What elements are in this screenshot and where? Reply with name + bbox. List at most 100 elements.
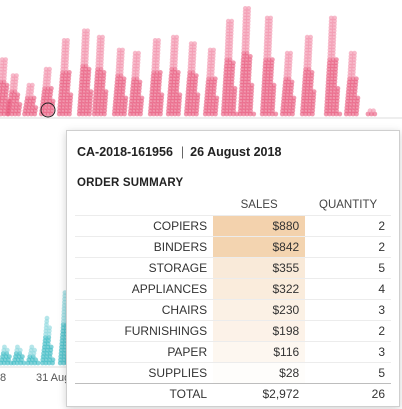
- order-dot: [4, 347, 10, 353]
- order-dot: [232, 86, 238, 91]
- order-dot: [43, 66, 49, 72]
- order-dot: [3, 57, 8, 62]
- order-dot: [192, 41, 198, 46]
- order-dot: [6, 354, 12, 359]
- order-dot: [33, 105, 39, 110]
- sales-cell: $880: [213, 215, 306, 237]
- date-axis-label: 31 Aug: [36, 372, 71, 384]
- order-dot: [175, 70, 181, 75]
- sales-cell: $322: [213, 278, 306, 300]
- order-dot: [0, 57, 5, 62]
- quantity-column-header: QUANTITY: [319, 199, 378, 211]
- upper-dot-series: [0, 5, 378, 117]
- order-dot: [273, 111, 279, 117]
- order-dot: [85, 28, 91, 34]
- order-dot: [159, 92, 165, 98]
- order-dot: [348, 50, 354, 56]
- order-dot: [214, 95, 220, 101]
- order-dot: [304, 34, 310, 40]
- table-row: PAPER $116 3: [75, 341, 391, 363]
- order-dot: [332, 15, 338, 21]
- order-dot: [29, 344, 35, 350]
- order-dot: [86, 66, 92, 72]
- order-dot: [193, 73, 199, 78]
- selected-order-marker[interactable]: [40, 102, 56, 118]
- table-row: COPIERS $880 2: [75, 215, 391, 237]
- order-dot: [88, 89, 94, 94]
- order-dot: [170, 34, 176, 40]
- order-dot: [103, 89, 109, 94]
- order-dot: [352, 50, 357, 56]
- order-dot: [17, 102, 23, 107]
- quantity-cell: 2: [305, 320, 391, 342]
- category-cell: APPLIANCES: [75, 278, 214, 300]
- quantity-cell: 2: [305, 215, 391, 237]
- order-dot: [335, 86, 341, 91]
- order-dot: [26, 82, 32, 88]
- table-row: BINDERS $842 2: [75, 236, 391, 258]
- table-row: APPLIANCES $322 4: [75, 278, 391, 300]
- order-dot: [328, 15, 334, 21]
- quantity-cell: 4: [305, 278, 391, 300]
- order-dot: [177, 92, 183, 98]
- total-sales-cell: $2,972: [213, 383, 306, 404]
- date-axis-label-partial: 8: [0, 372, 7, 384]
- order-dot: [68, 92, 74, 98]
- total-quantity-cell: 26: [305, 383, 391, 404]
- order-dot: [355, 95, 361, 101]
- order-dot: [367, 108, 373, 114]
- order-dot: [81, 28, 87, 34]
- order-dot: [371, 108, 376, 114]
- sales-column-header: SALES: [240, 199, 278, 211]
- order-dot: [121, 76, 127, 82]
- table-row: FURNISHINGS $198 2: [75, 320, 391, 342]
- order-dot: [50, 98, 56, 104]
- quantity-cell: 5: [305, 362, 391, 384]
- order-dot: [32, 347, 37, 353]
- order-dot: [31, 95, 37, 101]
- order-dot: [123, 95, 129, 101]
- order-dot: [137, 79, 143, 85]
- category-cell: CHAIRS: [75, 299, 214, 321]
- sales-cell: $198: [213, 320, 306, 342]
- order-dot: [337, 111, 343, 117]
- order-dot: [15, 344, 20, 350]
- order-dot: [61, 38, 67, 43]
- order-dot: [247, 54, 253, 59]
- category-cell: SUPPLIES: [75, 362, 214, 384]
- order-dot: [212, 76, 218, 82]
- order-dot: [188, 41, 194, 46]
- table-header-row: SALES QUANTITY: [75, 195, 391, 216]
- order-dot: [132, 50, 138, 56]
- order-dot: [207, 47, 213, 53]
- order-dot: [311, 89, 317, 94]
- order-dot: [44, 315, 50, 321]
- title-separator: |: [180, 145, 185, 159]
- date-axis: 8 31 Aug: [0, 368, 80, 388]
- order-dot: [96, 34, 102, 40]
- order-dot: [211, 47, 216, 53]
- quantity-cell: 3: [305, 299, 391, 321]
- sales-cell: $28: [213, 362, 306, 384]
- order-dot: [264, 15, 270, 21]
- order-dot: [100, 34, 105, 40]
- sales-cell: $355: [213, 257, 306, 279]
- category-cell: STORAGE: [75, 257, 214, 279]
- order-dot: [152, 38, 158, 43]
- order-dot: [309, 70, 315, 75]
- order-dot: [288, 50, 294, 56]
- table-row: CHAIRS $230 3: [75, 299, 391, 321]
- order-dot: [234, 111, 240, 117]
- category-column-header: [75, 195, 213, 216]
- category-cell: COPIERS: [75, 215, 214, 237]
- table-total-row: TOTAL $2,972 26: [75, 383, 391, 404]
- order-dot: [15, 92, 21, 98]
- order-dot: [48, 86, 54, 91]
- quantity-cell: 3: [305, 341, 391, 363]
- sales-cell: $842: [213, 236, 306, 258]
- order-dot: [229, 18, 235, 24]
- order-dot: [269, 57, 275, 62]
- order-dot: [249, 82, 255, 88]
- order-dot: [10, 73, 16, 78]
